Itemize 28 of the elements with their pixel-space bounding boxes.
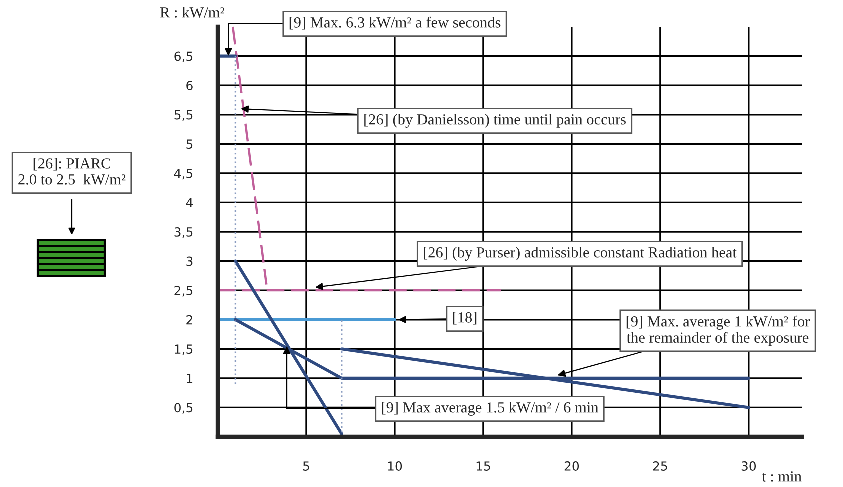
- y-tick-label: 1: [187, 374, 193, 384]
- x-tick-label: 25: [653, 462, 668, 471]
- x-tick-label: 20: [564, 462, 580, 471]
- annotation: [9] Max. 6.3 kW/m² a few seconds: [290, 16, 501, 30]
- x-tick-label: 5: [303, 462, 310, 471]
- x-tick-label: 15: [476, 462, 490, 471]
- annotation: [9] Max. average 1 kW/m² for the remainder of the exposure: [626, 316, 810, 346]
- y-tick-label: 6: [186, 81, 193, 90]
- y-tick-label: 5: [186, 140, 193, 150]
- y-tick-label: 2,5: [174, 286, 193, 297]
- annotation: [9] Max average 1.5 kW/m² / 6 min: [382, 402, 599, 416]
- y-tick-label: 2: [186, 315, 192, 325]
- x-axis-title: t : min: [762, 472, 802, 482]
- x-tick-label: 30: [742, 462, 756, 471]
- y-tick-label: 4,5: [174, 169, 193, 180]
- x-tick-label: 10: [388, 462, 402, 471]
- annotation: [18]: [453, 312, 477, 325]
- y-tick-label: 3: [186, 256, 193, 266]
- y-tick-label: 5,5: [174, 110, 193, 122]
- y-tick-label: 4: [186, 198, 193, 208]
- text: [26]: PIARC 2.0 to 2.5 kW/m²: [18, 158, 126, 185]
- y-tick-label: 3,5: [174, 227, 193, 238]
- annotation: [26] (by Purser) admissible constant Radiation heat: [424, 247, 737, 261]
- y-tick-label: 6,5: [174, 52, 193, 62]
- y-tick-label: 0,5: [174, 403, 193, 414]
- y-tick-label: 1,5: [175, 344, 193, 356]
- y-axis-title: R : kW/m²: [160, 7, 224, 18]
- annotation: [26] (by Danielsson) time until pain occurs: [364, 114, 626, 128]
